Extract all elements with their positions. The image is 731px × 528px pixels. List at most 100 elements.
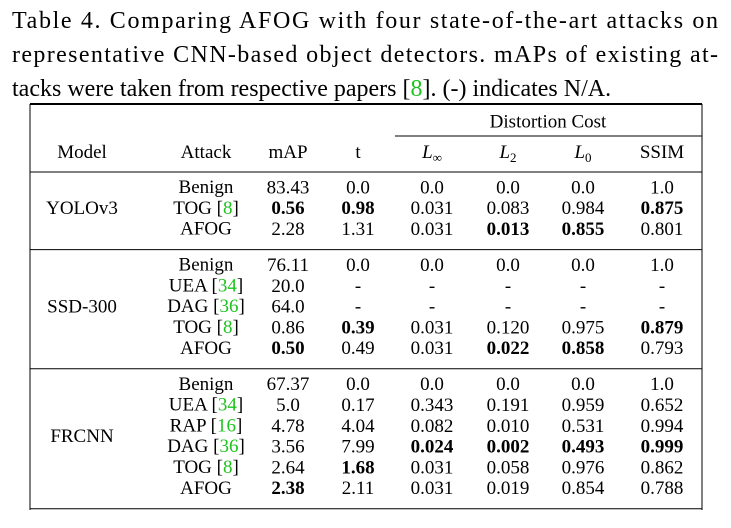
model-name: SSD-300	[47, 297, 117, 318]
column-header: Attack	[181, 142, 232, 163]
attack-name: TOG [8]	[173, 457, 239, 478]
table-cell: 2.11	[342, 478, 375, 499]
table-cell: 0.002	[487, 437, 530, 458]
table-cell: 2.38	[271, 478, 304, 499]
attack-name: AFOG	[180, 338, 232, 359]
citation[interactable]: 8	[223, 317, 233, 338]
caption-line: Table 4. Comparing AFOG with four state-…	[12, 8, 718, 34]
table-cell: 0.875	[641, 198, 684, 219]
attack-name: AFOG	[180, 219, 232, 240]
table-cell: 0.531	[562, 416, 605, 437]
table-cell: 4.78	[271, 416, 304, 437]
table-cell: 0.793	[641, 338, 684, 359]
table-cell: -	[580, 276, 586, 297]
table-cell: -	[355, 297, 361, 318]
column-header: mAP	[268, 142, 307, 163]
attack-name: TOG [8]	[173, 317, 239, 338]
table-cell: 1.68	[341, 457, 374, 478]
attack-text: Benign	[179, 374, 234, 395]
table-cell: 0.0	[346, 255, 370, 276]
table-cell: 0.984	[562, 198, 605, 219]
citation[interactable]: 8	[410, 76, 422, 102]
table-cell: 0.976	[562, 457, 605, 478]
table-cell: 0.0	[420, 177, 444, 198]
caption-line: tacks were taken from respective papers …	[12, 76, 611, 102]
attack-name: Benign	[179, 374, 234, 395]
citation[interactable]: 8	[223, 457, 233, 478]
column-header: L2	[498, 142, 516, 165]
table-cell: 0.0	[346, 177, 370, 198]
table-cell: 0.858	[562, 338, 605, 359]
attack-text: AFOG	[180, 478, 232, 499]
table-cell: 0.98	[341, 198, 374, 219]
attack-name: UEA [34]	[169, 395, 243, 416]
table-cell: 0.343	[411, 395, 454, 416]
caption-text: tacks were taken from respective papers …	[12, 76, 410, 102]
citation[interactable]: 36	[219, 437, 238, 458]
table-cell: 0.083	[487, 198, 530, 219]
column-header: SSIM	[640, 142, 684, 163]
attack-text: UEA [	[169, 395, 218, 416]
table-cell: 0.191	[487, 395, 530, 416]
attack-text: AFOG	[180, 219, 232, 240]
table-cell: 76.11	[267, 255, 309, 276]
table-cell: 4.04	[341, 416, 375, 437]
table-cell: 3.56	[271, 437, 304, 458]
table-cell: 0.999	[641, 437, 684, 458]
model-name: YOLOv3	[46, 198, 118, 219]
table-cell: 1.0	[650, 374, 674, 395]
table-cell: 0.56	[271, 198, 304, 219]
attack-text: Benign	[179, 255, 234, 276]
table-cell: -	[429, 297, 435, 318]
column-header-sub: 2	[510, 150, 517, 165]
column-header-sub: ∞	[433, 150, 442, 165]
model-name: FRCNN	[50, 426, 114, 447]
attack-text: ]	[237, 276, 243, 297]
attack-name: DAG [36]	[167, 437, 245, 458]
table-cell: 0.49	[341, 338, 374, 359]
table-cell: 0.0	[496, 374, 520, 395]
table-cell: 0.031	[411, 457, 454, 478]
table-cell: 1.31	[341, 219, 374, 240]
table-cell: -	[505, 297, 511, 318]
column-header: L0	[573, 142, 591, 165]
column-header-text: mAP	[268, 142, 307, 163]
attack-text: DAG [	[167, 437, 219, 458]
attack-name: Benign	[179, 255, 234, 276]
table-cell: 0.031	[411, 317, 454, 338]
table-cell: 0.013	[487, 219, 530, 240]
table-cell: 0.019	[487, 478, 530, 499]
table-cell: 0.855	[562, 219, 605, 240]
column-header-text: Model	[57, 142, 107, 163]
table-cell: 0.0	[420, 374, 444, 395]
table-cell: 0.031	[411, 338, 454, 359]
table-cell: 0.652	[641, 395, 684, 416]
column-header: Model	[57, 142, 107, 163]
table-cell: 0.0	[420, 255, 444, 276]
citation[interactable]: 8	[223, 198, 233, 219]
table-cell: 1.0	[650, 177, 674, 198]
table-cell: 7.99	[341, 437, 374, 458]
table-cell: 2.64	[271, 457, 305, 478]
attack-name: DAG [36]	[167, 297, 245, 318]
attack-name: TOG [8]	[173, 198, 239, 219]
citation[interactable]: 16	[217, 416, 236, 437]
table-cell: 0.862	[641, 457, 684, 478]
table-cell: 0.86	[271, 317, 304, 338]
table-cell: 1.0	[650, 255, 674, 276]
table-cell: 83.43	[267, 177, 310, 198]
citation[interactable]: 36	[219, 297, 238, 318]
table-cell: 2.28	[271, 219, 304, 240]
column-header-text: L	[421, 142, 433, 163]
citation[interactable]: 34	[218, 395, 238, 416]
attack-name: Benign	[179, 177, 234, 198]
caption-line: representative CNN-based object detector…	[12, 42, 718, 68]
table-cell: 0.0	[496, 255, 520, 276]
table-cell: 0.17	[341, 395, 374, 416]
attack-name: UEA [34]	[169, 276, 243, 297]
attack-text: UEA [	[169, 276, 218, 297]
table-cell: 0.0	[346, 374, 370, 395]
citation[interactable]: 34	[218, 276, 238, 297]
table-cell: -	[580, 297, 586, 318]
